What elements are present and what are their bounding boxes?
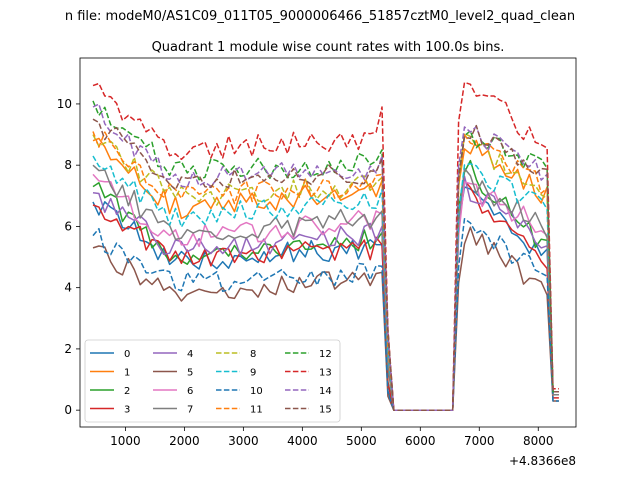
x-tick-label: 8000 xyxy=(523,434,554,448)
series-line-13 xyxy=(92,81,559,411)
y-tick-label: 0 xyxy=(64,403,72,417)
y-tick-label: 4 xyxy=(64,281,72,295)
legend-label: 11 xyxy=(250,405,263,416)
legend-label: 6 xyxy=(187,386,193,397)
legend-label: 12 xyxy=(319,349,332,360)
series-line-6 xyxy=(92,173,559,411)
series-line-15 xyxy=(92,118,559,411)
x-axis: 1000 2000 3000 4000 5000 6000 7000 8000 xyxy=(110,427,554,448)
series-line-7 xyxy=(92,164,559,411)
axes-frame xyxy=(79,57,577,428)
x-offset-label: +4.8366e8 xyxy=(509,454,576,468)
x-tick-label: 7000 xyxy=(464,434,495,448)
series-line-5 xyxy=(92,226,559,411)
legend-label: 7 xyxy=(187,405,193,416)
legend-label: 14 xyxy=(319,386,332,397)
series-line-10 xyxy=(92,218,559,411)
x-tick-label: 2000 xyxy=(169,434,200,448)
y-tick-label: 8 xyxy=(64,158,72,172)
y-tick-label: 2 xyxy=(64,342,72,356)
legend-label: 13 xyxy=(319,368,332,379)
legend-box xyxy=(84,339,341,423)
chart-title: Quadrant 1 module wise count rates with … xyxy=(152,40,505,55)
series-line-11 xyxy=(92,131,559,411)
x-tick-label: 3000 xyxy=(228,434,259,448)
x-tick-label: 4000 xyxy=(287,434,318,448)
y-axis: 0 2 4 6 8 10 xyxy=(57,97,80,417)
legend-label: 10 xyxy=(250,386,263,397)
x-tick-label: 6000 xyxy=(405,434,436,448)
series-line-9 xyxy=(92,155,559,411)
y-tick-label: 6 xyxy=(64,219,72,233)
legend-label: 4 xyxy=(187,349,193,360)
y-tick-label: 10 xyxy=(57,97,72,111)
series-line-8 xyxy=(92,132,559,411)
figure-suptitle: n file: modeM0/AS1C09_011T05_9000006466_… xyxy=(65,9,575,24)
legend-label: 5 xyxy=(187,368,193,379)
legend-label: 15 xyxy=(319,405,332,416)
series-line-1 xyxy=(92,137,559,411)
legend-label: 1 xyxy=(124,368,130,379)
legend-label: 8 xyxy=(250,349,256,360)
legend-label: 9 xyxy=(250,368,256,379)
x-tick-label: 5000 xyxy=(346,434,377,448)
series-lines xyxy=(92,81,559,411)
series-line-3 xyxy=(92,179,559,411)
legend-label: 3 xyxy=(124,405,130,416)
legend-label: 0 xyxy=(124,349,130,360)
series-line-0 xyxy=(92,186,559,411)
x-tick-label: 1000 xyxy=(110,434,141,448)
legend-label: 2 xyxy=(124,386,130,397)
